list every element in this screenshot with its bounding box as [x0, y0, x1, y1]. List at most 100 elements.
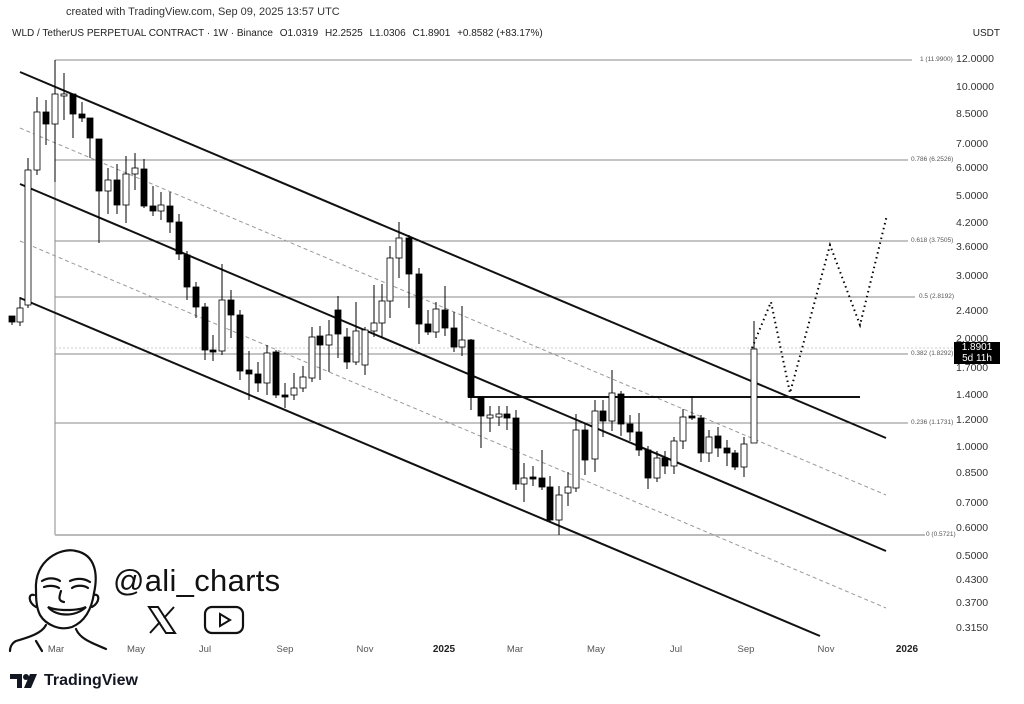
candle [183, 254, 191, 288]
candle [281, 394, 289, 398]
candle [477, 396, 485, 417]
tradingview-logo[interactable]: TradingView [10, 672, 138, 690]
candle [218, 299, 226, 352]
brand-name: TradingView [44, 672, 138, 689]
x-tick: Sep [276, 644, 294, 655]
candlesticks [8, 60, 758, 535]
x-tick: 2025 [432, 644, 456, 655]
candle [581, 429, 589, 461]
candle [546, 486, 554, 521]
candle [316, 335, 324, 346]
candle [405, 237, 413, 275]
created-caption: created with TradingView.com, Sep 09, 20… [66, 6, 340, 18]
y-tick: 4.2000 [956, 217, 989, 229]
candle [69, 93, 77, 115]
y-tick: 0.4300 [956, 574, 989, 586]
candle [33, 111, 41, 171]
candle [157, 204, 165, 212]
candle [192, 286, 200, 308]
candle [149, 205, 157, 212]
candle [564, 486, 572, 494]
fib-label-0382: 0.382 (1.8292) [911, 350, 954, 357]
candle [209, 349, 217, 353]
fib-label-0236: 0.236 (1.1731) [911, 419, 954, 426]
candle [520, 477, 528, 485]
tradingview-logo-icon [10, 674, 37, 688]
projection-path[interactable] [751, 214, 888, 394]
fib-label-0786: 0.786 (6.2526) [911, 156, 954, 163]
candle [78, 113, 86, 119]
candle [122, 173, 130, 206]
candle [670, 440, 678, 467]
x-tick: Nov [817, 644, 835, 655]
x-tick: Jul [198, 644, 212, 655]
candle [538, 477, 546, 488]
candle [104, 179, 112, 192]
candle [617, 393, 625, 425]
y-tick: 1.7000 [956, 362, 989, 374]
candle [450, 327, 458, 348]
y-tick: 0.8500 [956, 467, 989, 479]
y-tick: 8.5000 [956, 108, 989, 120]
avatar-sketch-icon [8, 549, 108, 653]
candle [343, 336, 351, 363]
watermark-handle: @ali_charts [113, 563, 281, 598]
candle [325, 334, 333, 346]
candle [697, 417, 705, 454]
candle [334, 309, 342, 335]
candle [42, 111, 50, 125]
ohlc-change: +0.8582 (+83.17%) [457, 28, 543, 39]
x-tick: 2026 [895, 644, 919, 655]
ohlc-open: O1.0319 [279, 28, 319, 39]
candle [308, 336, 316, 379]
candle [166, 205, 174, 223]
y-tick: 2.4000 [956, 305, 989, 317]
y-tick: 5.0000 [956, 190, 989, 202]
candle [705, 436, 713, 454]
candle [714, 435, 722, 449]
y-tick: 1.4000 [956, 389, 989, 401]
candle [432, 308, 440, 333]
youtube-icon [203, 605, 245, 635]
candle [16, 307, 24, 323]
candle [272, 351, 280, 396]
y-tick: 0.7000 [956, 497, 989, 509]
candle [8, 315, 16, 323]
candle [441, 309, 449, 329]
candle [688, 415, 696, 419]
ohlc-low: L1.0306 [369, 28, 406, 39]
y-tick: 3.6000 [956, 241, 989, 253]
candle [299, 376, 307, 389]
x-tick: Sep [737, 644, 755, 655]
fib-label-05: 0.5 (2.8192) [919, 293, 955, 300]
candle [458, 339, 466, 348]
candle [378, 300, 386, 324]
channel-midlines[interactable] [19, 127, 887, 609]
x-tick: Jul [669, 644, 683, 655]
fib-retracement[interactable] [54, 59, 925, 536]
candle [131, 167, 139, 175]
candle [486, 414, 494, 419]
candle [495, 413, 503, 418]
candle [467, 339, 475, 398]
x-tick: Mar [506, 644, 524, 655]
fib-label-0618: 0.618 (3.7505) [911, 237, 954, 244]
ohlc-close: C1.8901 [412, 28, 451, 39]
candle [60, 93, 68, 97]
candle [113, 179, 121, 206]
candle [95, 138, 103, 192]
y-tick: 10.0000 [956, 81, 994, 93]
candle [290, 387, 298, 396]
symbol-title[interactable]: WLD / TetherUS PERPETUAL CONTRACT · 1W ·… [12, 28, 273, 39]
x-tick: May [127, 644, 145, 655]
x-logo-icon [147, 606, 177, 634]
candle [201, 306, 209, 351]
candle [529, 476, 537, 480]
candle [424, 323, 432, 333]
descending-channel[interactable] [19, 71, 887, 637]
candle [361, 329, 369, 366]
x-tick: Mar [47, 644, 65, 655]
candle [653, 457, 661, 479]
candle [626, 423, 634, 433]
